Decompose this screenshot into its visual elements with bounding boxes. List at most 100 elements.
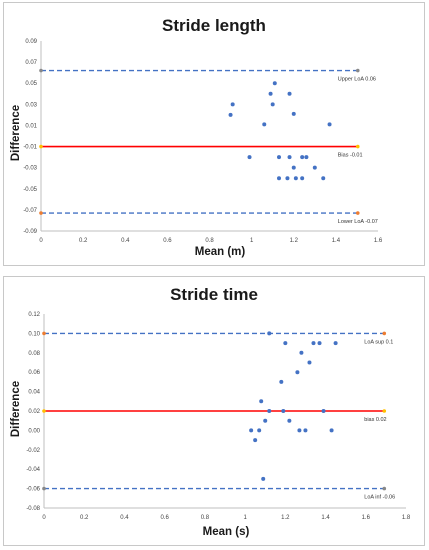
loa-sup-start-marker — [42, 331, 46, 336]
data-point — [303, 428, 308, 433]
x-tick-label: 0.8 — [201, 515, 210, 521]
data-point — [261, 476, 266, 481]
y-tick-label: 0.07 — [25, 60, 37, 66]
data-point — [300, 155, 305, 160]
y-tick-label: 0.01 — [25, 123, 37, 129]
x-tick-label: 0.6 — [160, 515, 169, 521]
upper-loa-label: Upper LoA 0.06 — [338, 77, 376, 83]
x-tick-label: 0.2 — [80, 515, 89, 521]
x-tick-label: 1.8 — [402, 515, 411, 521]
y-tick-label: -0.09 — [23, 229, 37, 235]
data-point — [311, 341, 316, 346]
y-tick-label: -0.08 — [26, 506, 40, 512]
data-point — [247, 155, 252, 160]
y-tick-label: -0.04 — [26, 467, 40, 473]
x-axis-title: Mean (m) — [195, 246, 246, 258]
lower-loa-label: Lower LoA -0.07 — [338, 219, 378, 225]
y-tick-label: -0.06 — [26, 487, 40, 493]
data-point — [327, 122, 332, 127]
data-point — [312, 165, 317, 170]
data-point — [287, 91, 292, 96]
y-tick-label: 0.05 — [25, 81, 37, 87]
stride-length-chart: Stride length Mean (m) Difference -0.09 -… — [3, 2, 425, 266]
data-point — [263, 418, 268, 423]
loa-sup-label: LoA sup 0.1 — [364, 339, 393, 345]
chart-title: Stride length — [162, 16, 266, 35]
x-axis-title: Mean (s) — [203, 526, 250, 538]
bias-start-marker — [39, 144, 43, 149]
x-tick-label: 1.2 — [281, 515, 290, 521]
data-point — [287, 155, 292, 160]
data-point — [259, 399, 264, 404]
stride-time-chart: Stride time Mean (s) Difference -0.08 -0.… — [3, 276, 425, 546]
y-tick-label: 0.02 — [28, 409, 40, 415]
data-point — [300, 176, 305, 181]
data-point — [307, 360, 312, 365]
data-point — [267, 409, 272, 413]
data-point — [257, 428, 262, 433]
x-tick-label: 0.8 — [205, 238, 214, 244]
y-tick-label: 0.03 — [25, 102, 37, 108]
stride-length-plot: Stride length Mean (m) Difference -0.09 -… — [10, 16, 383, 258]
data-point — [291, 165, 296, 170]
y-tick-label: -0.05 — [23, 187, 37, 193]
upper-loa-start-marker — [39, 68, 43, 73]
x-tick-label: 1.6 — [374, 238, 383, 244]
data-point — [283, 341, 288, 346]
y-axis-title: Difference — [10, 381, 22, 437]
y-tick-label: 0.10 — [28, 331, 40, 337]
x-tick-label: 0.6 — [163, 238, 172, 244]
x-tick-label: 0 — [39, 238, 43, 244]
x-tick-label: 0.2 — [79, 238, 88, 244]
bias-label: bias 0.02 — [364, 417, 386, 423]
data-point — [297, 428, 302, 433]
y-tick-label: 0.04 — [28, 390, 40, 396]
chart-title: Stride time — [170, 285, 258, 304]
bias-label: Bias -0.01 — [338, 153, 363, 159]
loa-inf-start-marker — [42, 486, 46, 491]
data-point — [291, 111, 296, 116]
y-tick-label: 0.12 — [28, 312, 40, 318]
x-tick-label: 1.4 — [321, 515, 330, 521]
data-point — [295, 370, 300, 375]
lower-loa-end-marker — [355, 211, 360, 215]
y-tick-label: -0.07 — [23, 208, 37, 214]
x-tick-label: 0 — [42, 515, 46, 521]
data-point — [253, 438, 258, 443]
lower-loa-start-marker — [39, 211, 43, 215]
x-tick-label: 1.2 — [290, 238, 299, 244]
loa-sup-end-marker — [382, 331, 387, 336]
y-tick-label: -0.03 — [23, 166, 37, 172]
data-point — [299, 350, 304, 355]
data-point — [317, 341, 322, 346]
x-tick-label: 1 — [243, 515, 247, 521]
x-tick-label: 0.4 — [121, 238, 130, 244]
data-point — [272, 81, 277, 86]
y-tick-label: 0.08 — [28, 351, 40, 357]
loa-inf-end-marker — [382, 486, 387, 491]
data-point — [228, 112, 233, 117]
data-point — [281, 409, 286, 413]
data-point — [270, 102, 275, 107]
y-tick-label: 0.06 — [28, 370, 40, 376]
data-point — [293, 176, 298, 181]
data-point — [267, 331, 272, 336]
data-point — [279, 379, 284, 384]
data-point — [285, 176, 290, 181]
data-point — [333, 341, 338, 346]
x-tick-label: 1.4 — [332, 238, 341, 244]
data-point — [321, 409, 326, 413]
data-point — [268, 91, 273, 96]
data-point — [249, 428, 254, 433]
data-point — [287, 418, 292, 423]
bias-end-marker — [382, 409, 387, 413]
x-tick-label: 1 — [250, 238, 254, 244]
x-tick-label: 1.6 — [362, 515, 371, 521]
data-point — [277, 176, 282, 181]
data-point — [321, 176, 326, 181]
y-axis-title: Difference — [10, 105, 22, 161]
bias-end-marker — [355, 144, 360, 149]
data-point — [304, 155, 309, 160]
y-tick-label: 0.00 — [28, 428, 40, 434]
upper-loa-end-marker — [355, 68, 360, 73]
